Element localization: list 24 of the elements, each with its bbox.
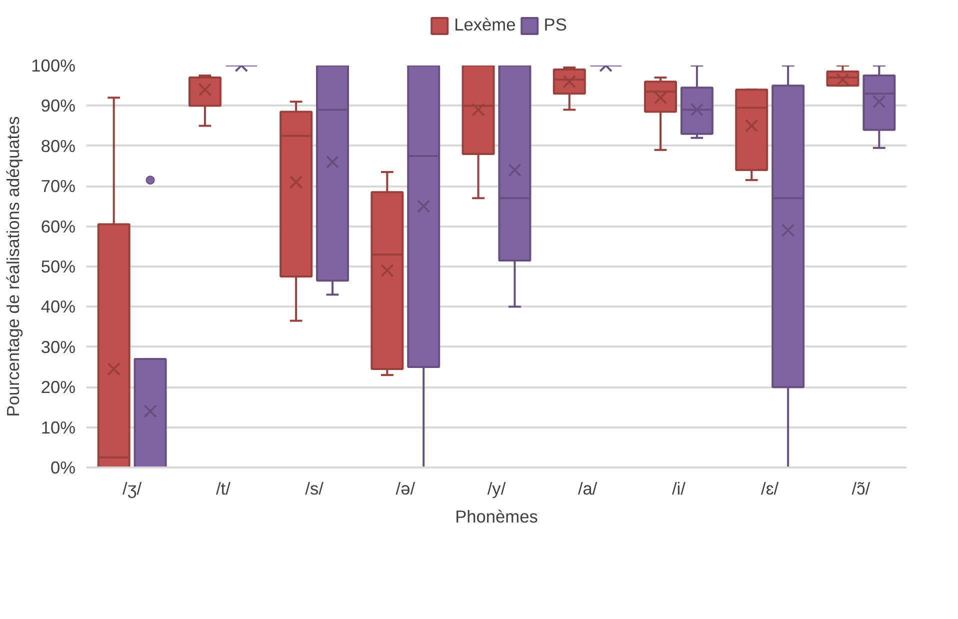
y-tick-label: 80% xyxy=(40,136,76,156)
x-tick-label: /s/ xyxy=(305,478,324,498)
x-tick-label: /i/ xyxy=(672,478,686,498)
y-tick-label: 20% xyxy=(40,377,76,398)
x-axis-title: Phonèmes xyxy=(455,506,538,526)
x-tick-label: /y/ xyxy=(487,478,506,498)
y-tick-label: 10% xyxy=(40,417,76,438)
y-tick-label: 30% xyxy=(40,336,76,357)
x-tick-label: /t/ xyxy=(216,478,231,498)
legend-label: Lexème xyxy=(454,14,516,36)
x-tick-label: /ɔ̃/ xyxy=(852,478,870,498)
x-tick-label: /ɛ/ xyxy=(761,478,779,498)
y-tick-label: 100% xyxy=(31,56,76,76)
y-tick-label: 90% xyxy=(40,96,76,116)
legend-label: PS xyxy=(544,14,567,36)
y-tick-label: 70% xyxy=(40,176,76,196)
y-tick-label: 50% xyxy=(40,256,76,276)
y-tick-label: 60% xyxy=(40,216,76,236)
y-axis-title: Pourcentage de réalisations adéquates xyxy=(3,116,24,417)
x-tick-label: /a/ xyxy=(578,478,598,498)
y-tick-label: 40% xyxy=(40,296,76,317)
x-tick-label: /ʒ/ xyxy=(122,478,142,498)
x-tick-label: /ə/ xyxy=(396,478,416,498)
y-tick-label: 0% xyxy=(50,458,76,478)
